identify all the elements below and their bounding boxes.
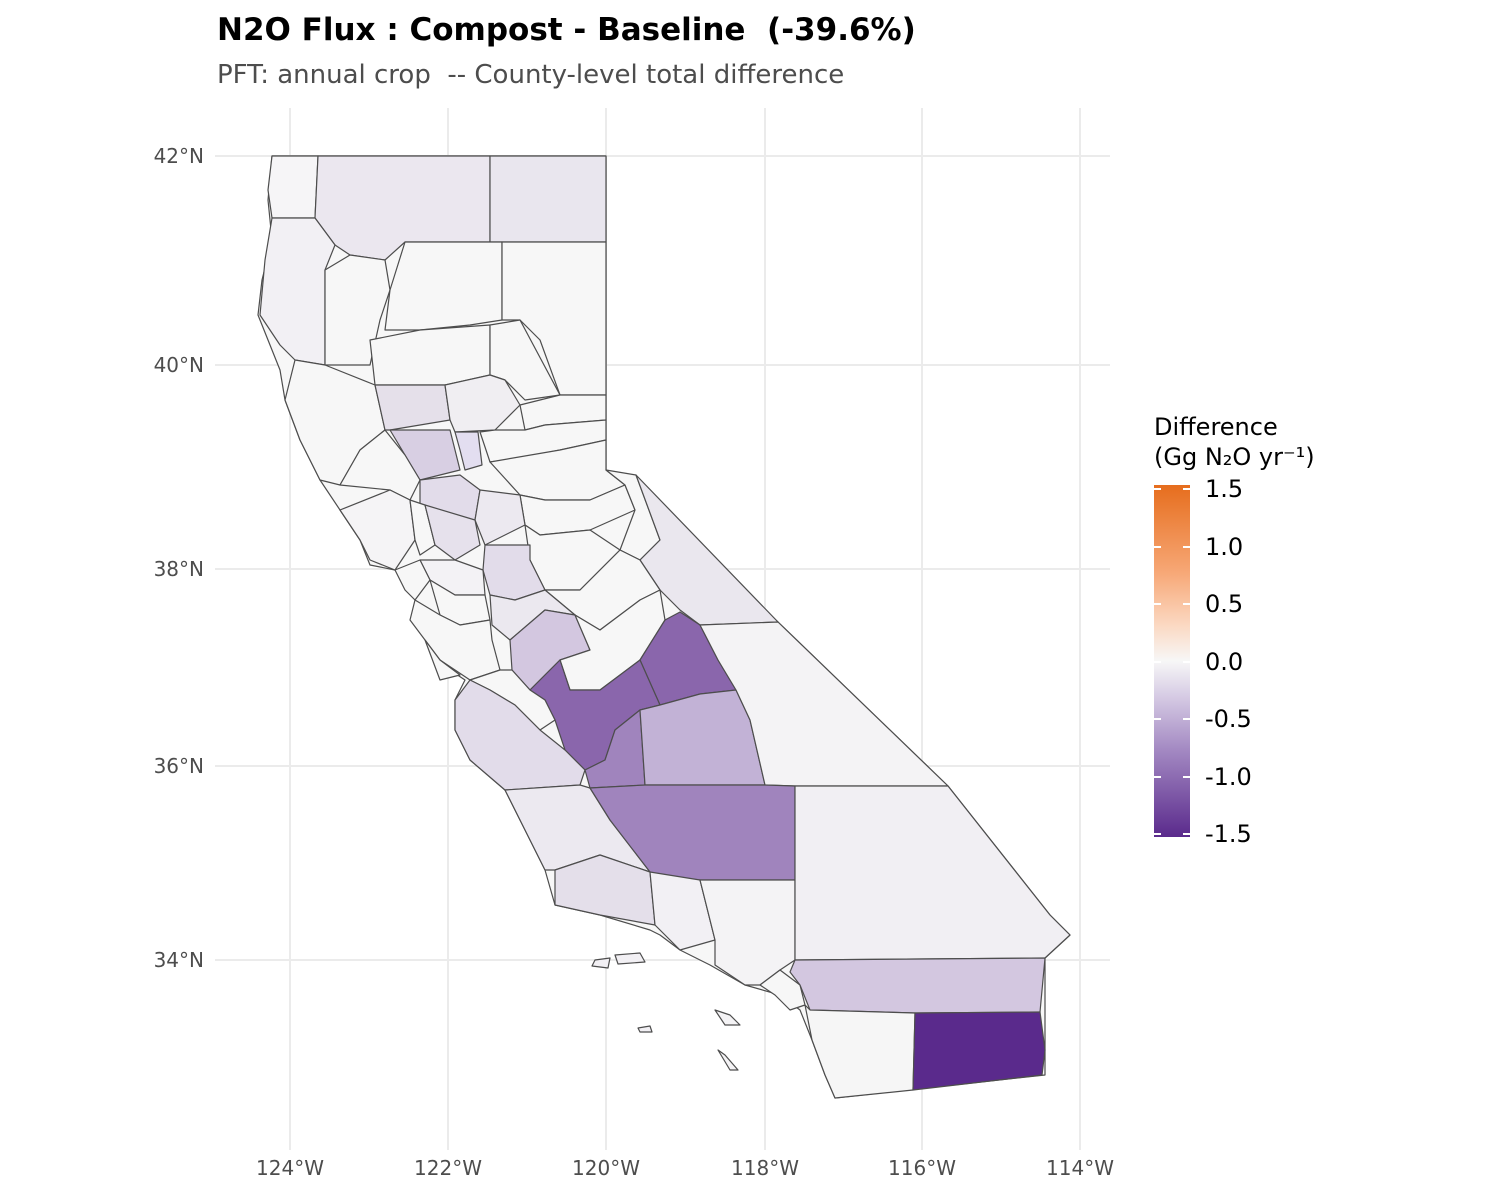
county-del-norte: [267, 155, 319, 219]
legend-label: 1.5: [1205, 475, 1244, 503]
county-monterey: [454, 679, 586, 791]
island-san-nicolas: [637, 1025, 653, 1033]
island-san-clemente: [717, 1049, 739, 1071]
y-tick-34n: 34°N: [154, 948, 204, 972]
legend-label: 0.5: [1205, 590, 1244, 618]
county-modoc: [489, 155, 607, 243]
county-sutter: [454, 431, 483, 471]
legend-title-line2: (Gg N₂O yr⁻¹): [1154, 443, 1315, 471]
map-title: N2O Flux : Compost - Baseline (-39.6%): [217, 12, 916, 48]
county-riverside: [789, 957, 1046, 1014]
x-tick-120w: 120°W: [572, 1156, 640, 1180]
map-subtitle: PFT: annual crop -- County-level total d…: [217, 60, 845, 90]
county-marin-sf: [394, 559, 431, 601]
island-santa-cruz: [591, 957, 611, 969]
legend-label: 0.0: [1205, 648, 1244, 676]
county-san-bernardino: [794, 785, 1071, 961]
county-imperial: [912, 1011, 1046, 1091]
legend-title-line1: Difference: [1154, 413, 1278, 441]
legend-title: Difference (Gg N₂O yr⁻¹): [1154, 412, 1315, 472]
x-tick-122w: 122°W: [414, 1156, 482, 1180]
county-napa: [409, 499, 436, 556]
island-santa-rosa: [614, 952, 646, 965]
y-tick-42n: 42°N: [154, 144, 204, 168]
y-axis-labels: 42°N 40°N 38°N 36°N 34°N: [154, 144, 204, 972]
county-butte: [444, 374, 521, 433]
county-colusa: [389, 429, 461, 481]
y-tick-38n: 38°N: [154, 557, 204, 581]
county-shasta: [384, 241, 503, 331]
legend-label: -1.0: [1205, 763, 1252, 791]
county-sacramento: [474, 489, 526, 546]
county-los-angeles: [699, 879, 796, 986]
x-tick-118w: 118°W: [731, 1156, 799, 1180]
x-tick-114w: 114°W: [1046, 1156, 1114, 1180]
x-axis-labels: 124°W 122°W 120°W 118°W 116°W 114°W: [256, 1156, 1114, 1180]
y-tick-40n: 40°N: [154, 353, 204, 377]
county-trinity: [324, 254, 391, 366]
county-santa-cruz: [424, 639, 461, 681]
county-ventura: [649, 871, 716, 951]
legend-label: 1.0: [1205, 533, 1244, 561]
island-catalina: [714, 1009, 741, 1026]
legend-label: -1.5: [1205, 820, 1252, 848]
y-tick-36n: 36°N: [154, 754, 204, 778]
legend-label: -0.5: [1205, 705, 1252, 733]
county-san-diego: [804, 1004, 916, 1099]
county-solano: [424, 504, 481, 561]
county-glenn: [374, 384, 451, 431]
county-lassen: [501, 241, 607, 396]
x-tick-124w: 124°W: [256, 1156, 324, 1180]
county-sonoma: [339, 489, 416, 571]
x-tick-116w: 116°W: [888, 1156, 956, 1180]
